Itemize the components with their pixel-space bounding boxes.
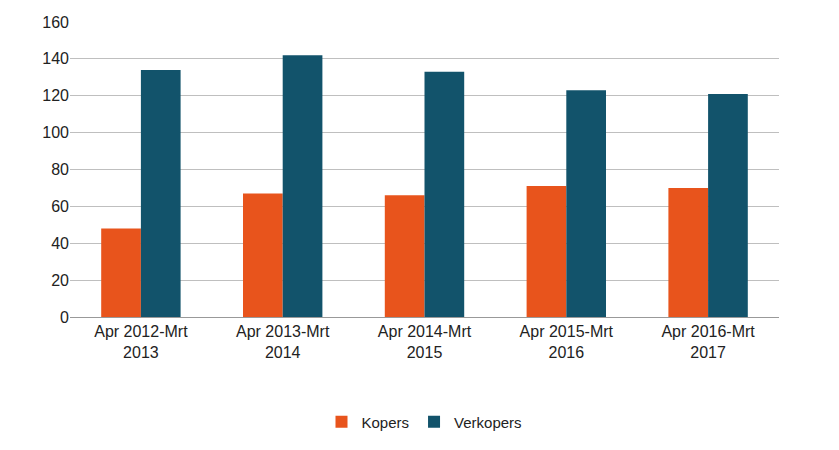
svg-text:Apr 2014-Mrt2015: Apr 2014-Mrt2015 <box>378 323 472 361</box>
svg-text:20: 20 <box>51 272 69 289</box>
svg-text:120: 120 <box>42 87 69 104</box>
svg-text:Verkopers: Verkopers <box>454 414 522 431</box>
svg-text:0: 0 <box>60 309 69 326</box>
svg-text:40: 40 <box>51 235 69 252</box>
svg-text:140: 140 <box>42 50 69 67</box>
svg-text:Apr 2012-Mrt2013: Apr 2012-Mrt2013 <box>94 323 188 361</box>
svg-text:Apr 2015-Mrt2016: Apr 2015-Mrt2016 <box>520 323 614 361</box>
svg-text:100: 100 <box>42 124 69 141</box>
svg-text:60: 60 <box>51 198 69 215</box>
svg-text:Kopers: Kopers <box>362 414 410 431</box>
svg-text:Apr 2013-Mrt2014: Apr 2013-Mrt2014 <box>236 323 330 361</box>
svg-text:80: 80 <box>51 161 69 178</box>
svg-text:160: 160 <box>42 14 69 31</box>
svg-text:Apr 2016-Mrt2017: Apr 2016-Mrt2017 <box>661 323 755 361</box>
